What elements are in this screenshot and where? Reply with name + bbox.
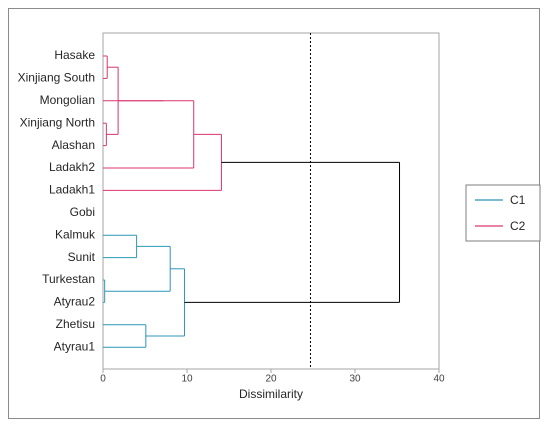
chart-frame: [8, 8, 540, 419]
x-tick-label: 40: [433, 374, 445, 385]
x-tick-label: 20: [265, 374, 277, 385]
x-tick-label: 30: [349, 374, 361, 385]
legend-box: [465, 184, 541, 242]
leaf-label: Alashan: [52, 138, 95, 152]
x-tick-label: 10: [181, 374, 193, 385]
x-tick-label: 0: [100, 374, 106, 385]
leaf-label: Sunit: [68, 250, 96, 264]
leaf-label: Atyrau1: [54, 339, 96, 353]
leaf-label: Zhetisu: [56, 317, 95, 331]
legend-label: C1: [510, 193, 526, 207]
leaf-label: Gobi: [70, 205, 95, 219]
legend-label: C2: [510, 219, 526, 233]
plot-area: [102, 32, 440, 370]
leaf-label: Hasake: [54, 48, 95, 62]
leaf-label: Mongolian: [40, 93, 95, 107]
leaf-label: Ladakh1: [49, 183, 95, 197]
leaf-label: Ladakh2: [49, 160, 95, 174]
leaf-label: Turkestan: [42, 272, 95, 286]
leaf-label: Kalmuk: [55, 227, 96, 241]
x-axis-title: Dissimilarity: [239, 387, 303, 401]
leaf-label: Xinjiang North: [20, 115, 95, 129]
leaf-label: Atyrau2: [54, 295, 96, 309]
leaf-label: Xinjiang South: [18, 71, 95, 85]
